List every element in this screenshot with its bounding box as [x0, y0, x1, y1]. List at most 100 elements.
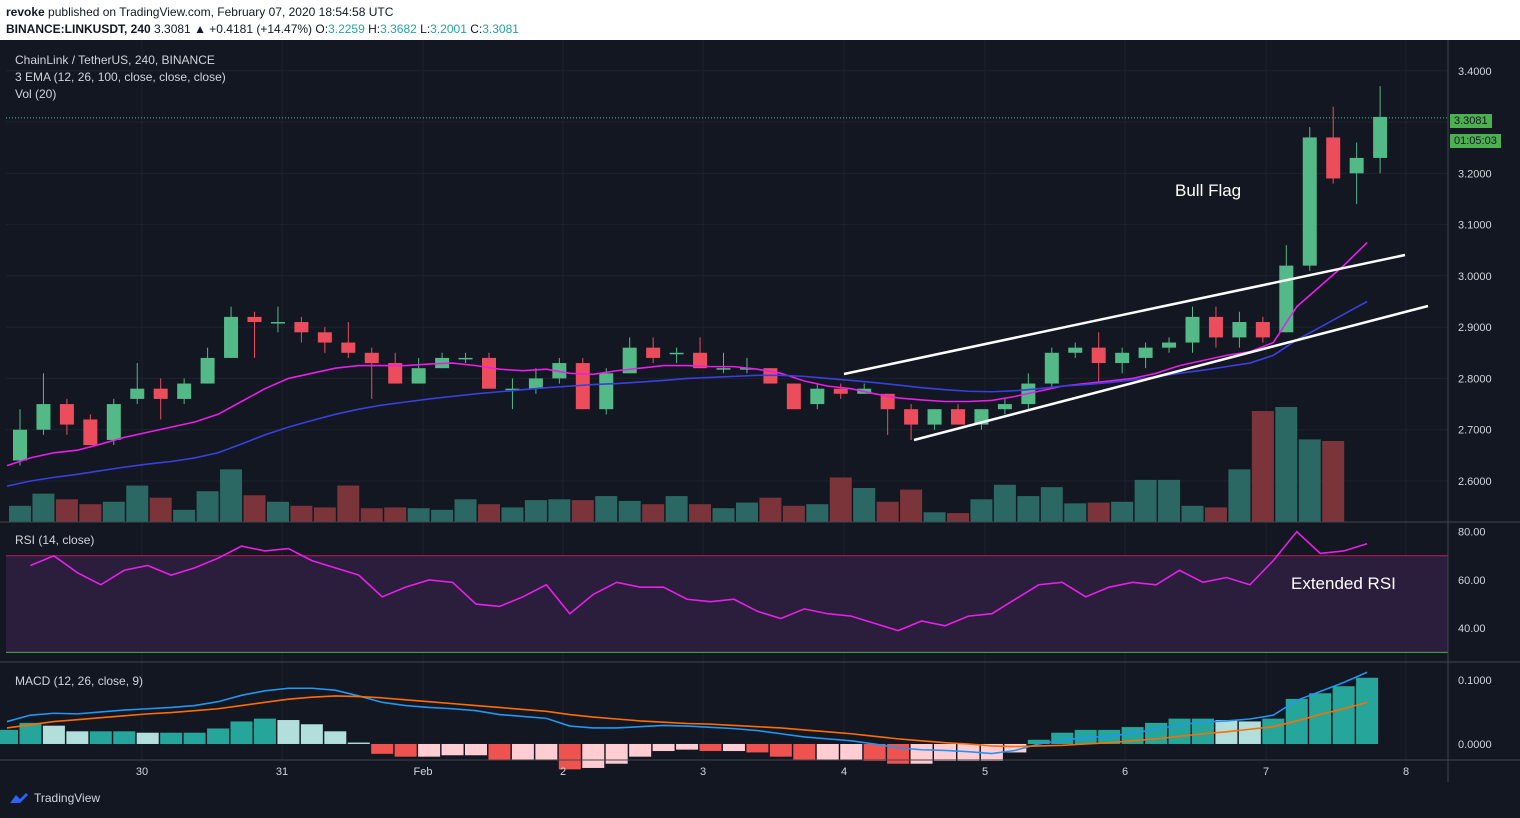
- macd-histogram-bar: [418, 743, 441, 757]
- candle-body: [294, 322, 309, 333]
- candle-body: [927, 409, 942, 425]
- candle-body: [1044, 352, 1059, 384]
- volume-bar: [55, 499, 78, 522]
- macd-histogram-bar: [629, 743, 652, 757]
- open-value: 3.2259: [328, 22, 365, 36]
- macd-histogram-bar: [840, 743, 863, 760]
- volume-bar: [478, 504, 500, 522]
- price-tick-label: 3.4000: [1458, 66, 1492, 78]
- rsi-tick-label: 80.00: [1458, 527, 1486, 539]
- macd-histogram-bar: [300, 724, 323, 744]
- macd-histogram-bar: [113, 731, 136, 744]
- volume-bar: [1111, 501, 1134, 522]
- candle-body: [1068, 347, 1083, 353]
- price-tick-label: 3.2000: [1458, 168, 1492, 180]
- candle-body: [1185, 316, 1200, 343]
- candle-body: [622, 347, 637, 374]
- candle-body: [1208, 316, 1223, 338]
- macd-histogram-bar: [1191, 718, 1214, 744]
- macd-histogram-bar: [1027, 739, 1050, 744]
- candle-body: [364, 352, 379, 364]
- candle-body: [528, 378, 543, 389]
- macd-histogram-bar: [1262, 718, 1285, 744]
- volume-bar: [1275, 407, 1298, 522]
- macd-histogram-bar: [558, 743, 581, 770]
- candle-body: [83, 419, 98, 446]
- macd-histogram-bar: [793, 743, 816, 760]
- volume-bar: [1064, 503, 1087, 522]
- symbol-line: BINANCE:LINKUSDT, 240 3.3081 ▲ +0.4181 (…: [6, 22, 519, 36]
- time-tick-label: 3: [700, 766, 706, 778]
- candle-body: [13, 429, 27, 461]
- candle-body: [505, 388, 520, 391]
- close-label: C:: [470, 22, 483, 36]
- candlesticks: [13, 86, 1388, 466]
- volume-bar: [1204, 507, 1227, 522]
- publish-line: revoke published on TradingView.com, Feb…: [6, 5, 393, 19]
- candle-body: [270, 322, 285, 324]
- volume-bar: [126, 485, 149, 522]
- price-tick-label: 2.6000: [1458, 476, 1492, 488]
- candle-body: [1326, 137, 1341, 179]
- candle-body: [599, 373, 614, 410]
- candle-body: [739, 368, 754, 370]
- macd-histogram-bar: [66, 731, 89, 744]
- volume-bar: [9, 505, 31, 522]
- volume-bar: [1040, 487, 1063, 522]
- price-tick-label: 2.8000: [1458, 373, 1492, 385]
- macd-histogram-bar: [230, 721, 253, 744]
- candle-body: [1162, 342, 1177, 348]
- macd-histogram-bar: [42, 725, 65, 744]
- time-tick-label: 30: [136, 766, 148, 778]
- macd-histogram-bar: [910, 743, 933, 764]
- volume-bar: [548, 499, 571, 522]
- chart-title-legend: ChainLink / TetherUS, 240, BINANCE: [15, 53, 215, 67]
- tradingview-logo[interactable]: TradingView: [8, 791, 100, 805]
- candle-body: [1349, 157, 1364, 174]
- price-tick-label: 2.9000: [1458, 322, 1492, 334]
- symbol-name: BINANCE:LINKUSDT, 240: [6, 22, 151, 36]
- publish-info: published on TradingView.com, February 0…: [48, 5, 394, 19]
- macd-histogram-bar: [394, 743, 417, 757]
- brand-name: TradingView: [34, 791, 101, 805]
- volume-bar: [1181, 505, 1204, 522]
- volume-bar: [853, 487, 876, 522]
- candle-body: [1232, 322, 1247, 338]
- volume-bar: [923, 512, 946, 522]
- candle-body: [224, 316, 239, 358]
- macd-histogram-bar: [324, 731, 347, 744]
- macd-histogram-bar: [253, 718, 276, 744]
- candle-body: [458, 357, 473, 360]
- author-name[interactable]: revoke: [6, 5, 45, 19]
- rsi-line: [30, 530, 1368, 632]
- time-tick-label: 31: [276, 766, 288, 778]
- volume-bar: [360, 508, 383, 522]
- candle-body: [1138, 347, 1153, 358]
- volume-bar: [384, 507, 407, 522]
- candle-body: [880, 393, 895, 410]
- macd-histogram-bar: [1332, 686, 1355, 744]
- close-value: 3.3081: [482, 22, 519, 36]
- volume-bar: [1087, 502, 1110, 522]
- volume-bar: [243, 495, 266, 522]
- volume-bar: [501, 507, 524, 522]
- volume-bar: [32, 493, 55, 522]
- macd-histogram-bar: [1309, 693, 1332, 744]
- rsi-pane: [6, 530, 1448, 653]
- macd-histogram-bar: [511, 743, 534, 760]
- volume-bar: [806, 504, 829, 522]
- time-tick-label: 6: [1122, 766, 1128, 778]
- macd-histogram-bar: [816, 743, 839, 760]
- price-tick-label: 2.7000: [1458, 425, 1492, 437]
- macd-histogram-bar: [465, 743, 487, 756]
- macd-histogram-bar: [746, 743, 769, 753]
- volume-bar: [689, 504, 712, 522]
- candle-body: [1302, 137, 1317, 266]
- time-tick-label: 4: [841, 766, 847, 778]
- candle-body: [716, 368, 731, 370]
- candle-body: [1255, 322, 1270, 338]
- ema-legend: 3 EMA (12, 26, 100, close, close, close): [15, 70, 226, 84]
- macd-histogram-bar: [535, 743, 558, 760]
- chart-canvas[interactable]: 2.6000 2.7000 2.8000 2.9000 3.0000 3.1000 3.20…: [0, 40, 1520, 782]
- candle-body: [341, 342, 356, 353]
